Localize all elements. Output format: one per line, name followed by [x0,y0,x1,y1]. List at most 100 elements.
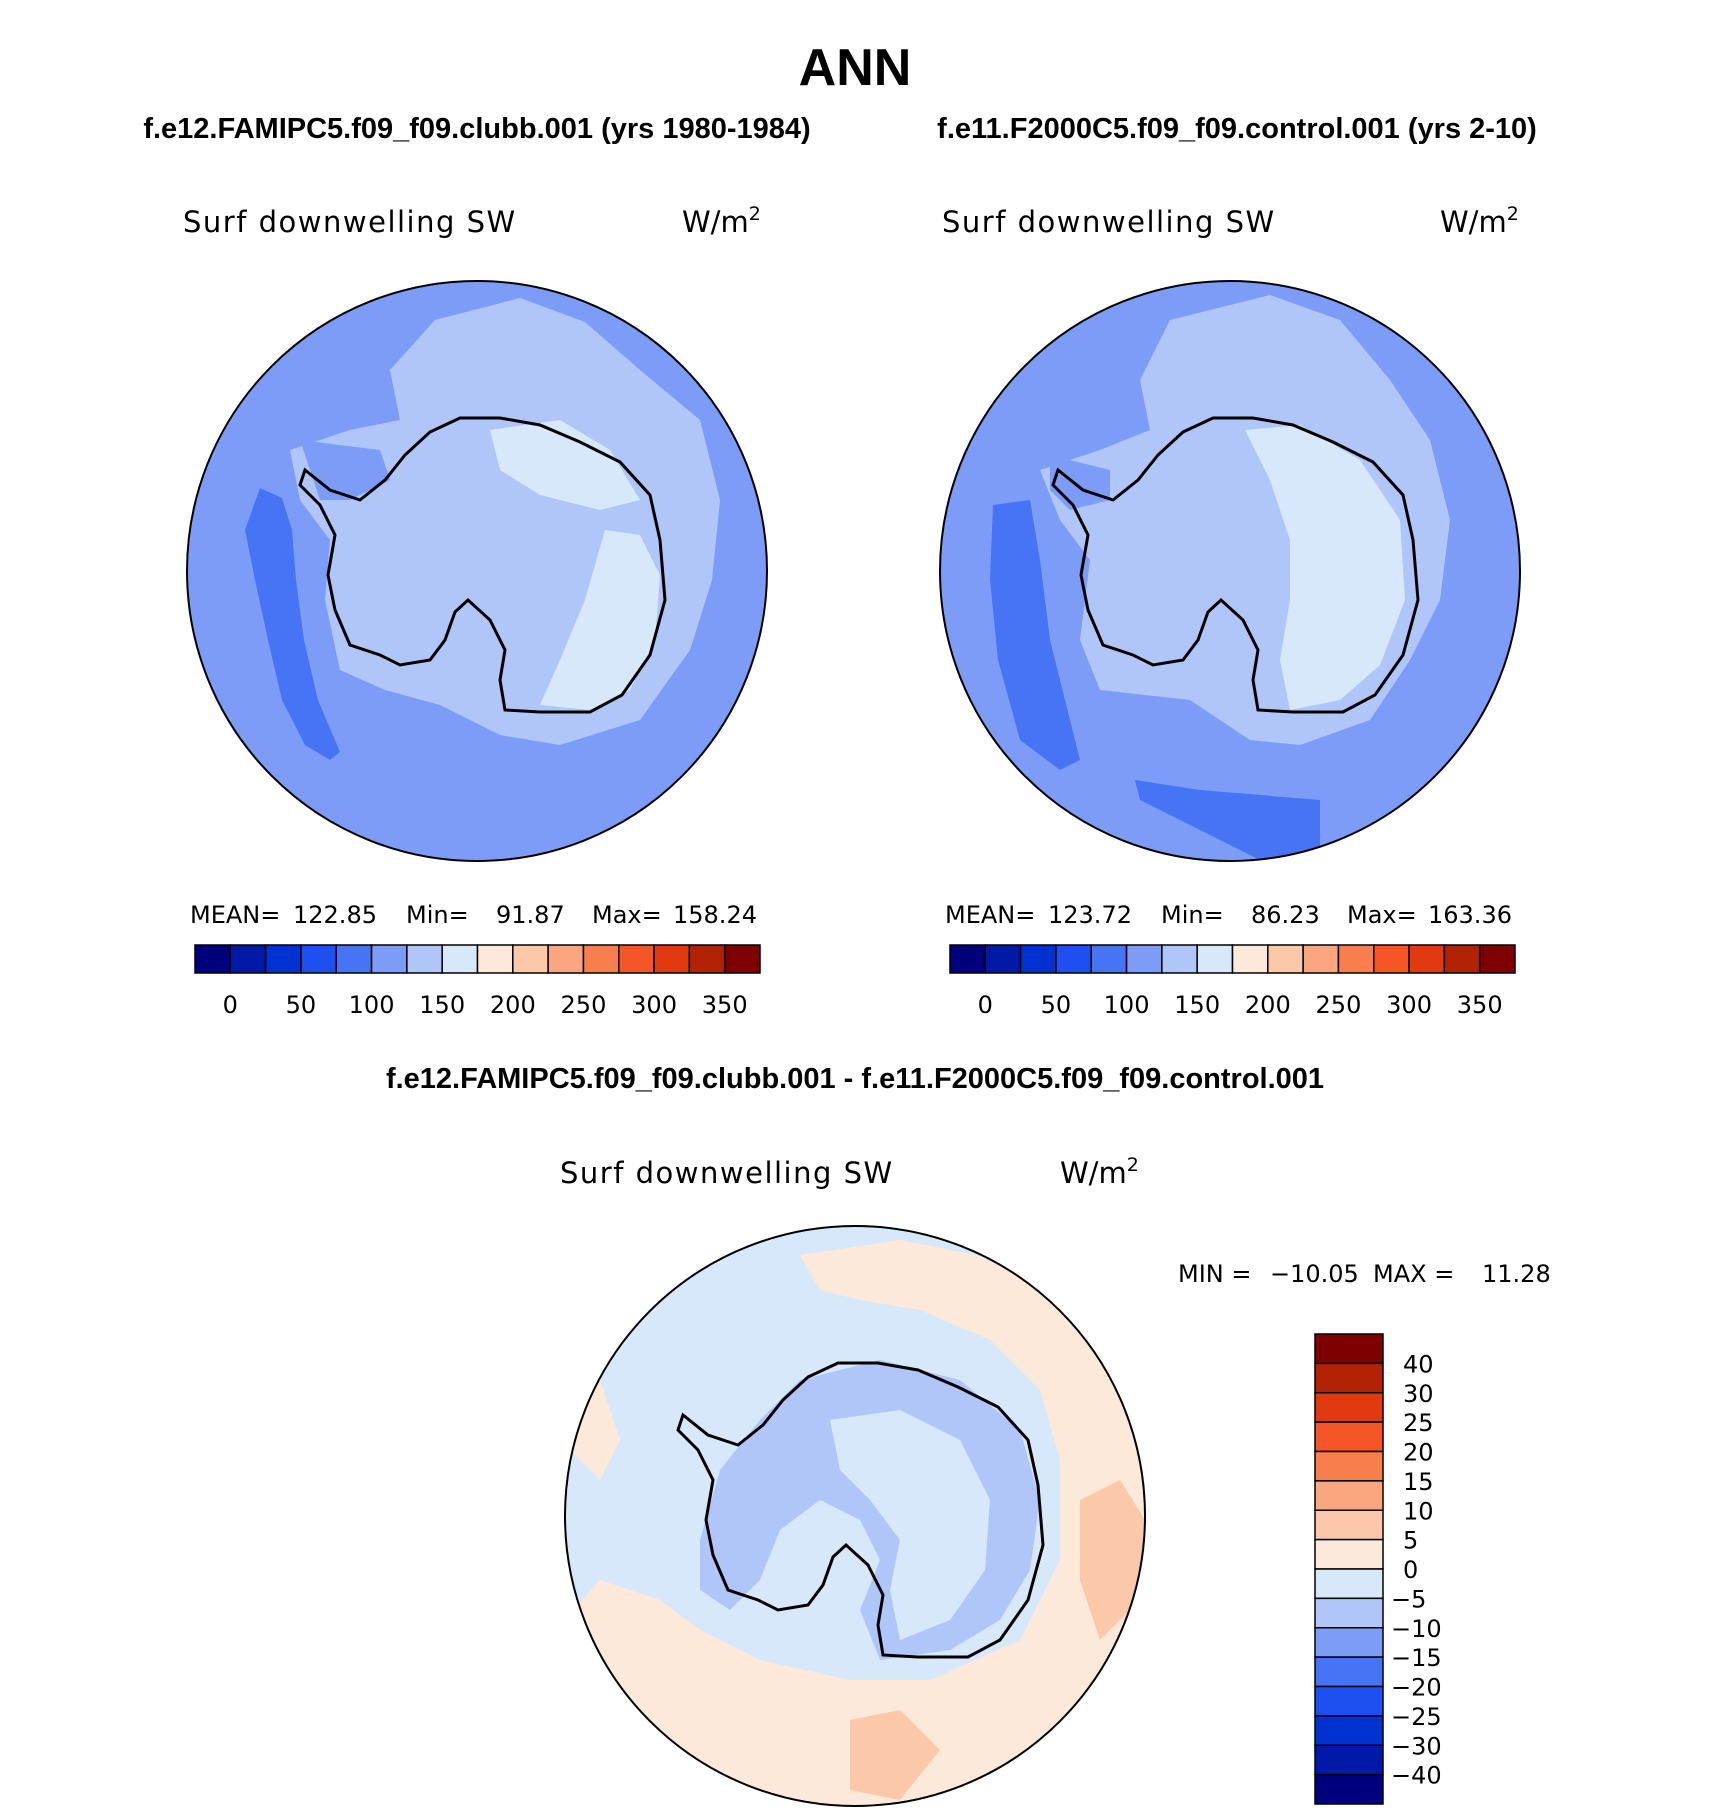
colorbar-diff-tick-label: 15 [1403,1468,1434,1496]
panel-1-units: W/m2 [682,203,761,239]
colorbar-1-swatch [618,944,655,974]
coastline-2 [1051,416,1420,714]
colorbar-2-swatch [1443,944,1481,974]
colorbar-diff-tick-label: 25 [1403,1409,1434,1437]
colorbar-2-tick-label: 100 [1104,991,1150,1019]
map-panel-diff [565,1226,1145,1806]
colorbar-1-swatch [335,944,373,974]
panel-2-variable: Surf downwelling SW [942,205,1276,239]
colorbar-1-swatch [229,944,267,974]
panel-1-min-value: 91.87 [496,901,565,929]
colorbar-1-swatch [723,944,761,974]
colorbar-2-swatch [1478,944,1516,974]
colorbar-diff-tick-label: 10 [1403,1497,1434,1525]
colorbar-2-swatch [1196,944,1234,974]
colorbar-1-tick-label: 300 [631,991,677,1019]
colorbar-1-swatch [512,944,549,974]
panel-1-max-value: 158.24 [673,901,757,929]
colorbar-2-swatch [1373,944,1410,974]
colorbar-diff-swatch [1314,1656,1384,1688]
map-border-1 [186,280,768,862]
colorbar-diff-tick-label: 30 [1403,1380,1434,1408]
colorbar-diff-tick-label: 40 [1403,1350,1434,1378]
diff-min-label: MIN = [1178,1260,1251,1288]
colorbar-diff-swatch [1314,1333,1384,1365]
colorbar-diff-tick-label: 0 [1403,1556,1418,1584]
colorbar-1-tick-label: 250 [561,991,607,1019]
colorbar-2-swatch [1408,944,1446,974]
colorbar-diff-swatch [1314,1392,1384,1423]
colorbar-diff-swatch [1314,1568,1384,1600]
panel-2-max-value: 163.36 [1428,901,1512,929]
panel-2-min-label: Min= [1161,901,1224,929]
colorbar-diff-tick-label: −5 [1391,1585,1426,1613]
colorbar-2-swatch [1337,944,1375,974]
panel-2-units: W/m2 [1440,203,1519,239]
colorbar-diff-tick-label: −10 [1391,1615,1442,1643]
colorbar-2-tick-label: 50 [1041,991,1072,1019]
colorbar-2-tick-label: 0 [978,991,993,1019]
colorbar-2-tick-label: 200 [1245,991,1291,1019]
colorbar-2-tick-label: 350 [1457,991,1503,1019]
colorbar-1-tick-label: 100 [349,991,395,1019]
colorbar-diff-tick-label: −25 [1391,1703,1442,1731]
colorbar-2-swatch [1267,944,1304,974]
panel-1-mean-value: 122.85 [293,901,377,929]
colorbar-diff-swatch [1314,1744,1384,1776]
diff-max-label: MAX = [1373,1260,1454,1288]
map-border-2 [939,280,1521,862]
colorbar-1-swatch [547,944,585,974]
colorbar-panel-2: 0 50 100 150 200 250 300 350 [949,944,1516,1019]
colorbar-diff-swatch [1314,1685,1384,1717]
colorbar-diff-swatch [1314,1421,1384,1453]
panel-2-min-value: 86.23 [1251,901,1320,929]
colorbar-1-tick-label: 200 [490,991,536,1019]
colorbar-2-swatch [1302,944,1340,974]
colorbar-diff-tick-label: −20 [1391,1674,1442,1702]
colorbar-2-tick-label: 250 [1316,991,1362,1019]
map-panel-2 [940,281,1520,861]
diff-max-value: 11.28 [1482,1260,1551,1288]
colorbar-diff-swatch [1314,1627,1384,1658]
colorbar-1-swatch [688,944,726,974]
colorbar-panel-1: 0 50 100 150 200 250 300 350 [194,944,761,1019]
colorbar-diff-swatch [1314,1538,1384,1570]
colorbar-2-swatch [984,944,1022,974]
panel-1-max-label: Max= [592,901,662,929]
panel-1-mean-label: MEAN= [190,901,280,929]
diff-units: W/m2 [1060,1154,1139,1190]
colorbar-1-swatch [264,944,302,974]
panel-1-min-label: Min= [406,901,469,929]
colorbar-1-tick-label: 150 [419,991,465,1019]
colorbar-diff-tick-label: −15 [1391,1644,1442,1672]
colorbar-2-swatch [949,944,987,974]
colorbar-1-swatch [194,944,232,974]
colorbar-2-swatch [1055,944,1092,974]
panel-2-case-title: f.e11.F2000C5.f09_f09.control.001 (yrs 2… [937,113,1537,145]
coastline-1 [298,416,667,714]
colorbar-1-swatch [406,944,443,974]
map-border-diff [564,1225,1146,1807]
colorbar-diff-swatch [1314,1450,1384,1482]
colorbar-diff-tick-label: −40 [1391,1762,1442,1790]
colorbar-1-swatch [441,944,479,974]
panel-1-variable: Surf downwelling SW [183,205,517,239]
colorbar-diff-tick-label: −30 [1391,1732,1442,1760]
diff-variable: Surf downwelling SW [560,1156,894,1190]
colorbar-diff-tick-label: 20 [1403,1439,1434,1467]
colorbar-2-swatch [1161,944,1198,974]
colorbar-2-swatch [1090,944,1128,974]
diff-case-title: f.e12.FAMIPC5.f09_f09.clubb.001 - f.e11.… [386,1063,1324,1095]
map-panel-1 [187,281,767,861]
panel-1-case-title: f.e12.FAMIPC5.f09_f09.clubb.001 (yrs 198… [143,113,810,145]
panel-2-mean-value: 123.72 [1048,901,1132,929]
colorbar-2-tick-label: 300 [1386,991,1432,1019]
colorbar-2-swatch [1019,944,1057,974]
colorbar-diff-swatch [1314,1509,1384,1541]
colorbar-1-tick-label: 50 [286,991,317,1019]
colorbar-1-swatch [653,944,691,974]
colorbar-diff-swatch [1314,1480,1384,1511]
colorbar-2-tick-label: 150 [1174,991,1220,1019]
colorbar-1-swatch [370,944,408,974]
